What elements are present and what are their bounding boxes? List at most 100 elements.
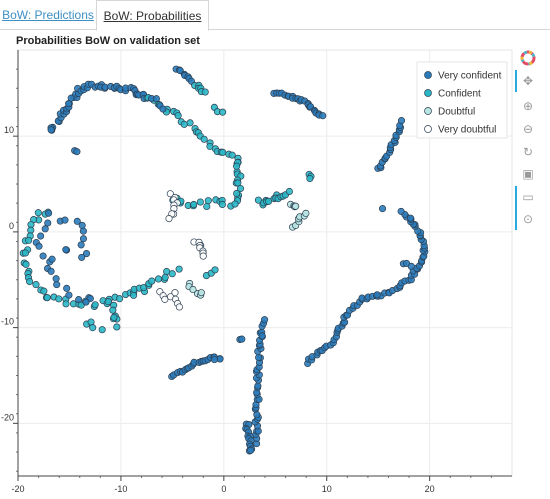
data-point [159, 105, 167, 113]
data-point [231, 200, 239, 208]
data-point [238, 335, 246, 343]
data-point [258, 332, 266, 340]
data-point [82, 250, 91, 258]
data-point [189, 285, 197, 294]
bokeh-logo-icon[interactable] [518, 48, 538, 68]
box-zoom-icon[interactable]: ⊖ [522, 122, 534, 136]
data-point [62, 246, 70, 254]
toolbar-active-indicator [515, 70, 517, 92]
data-point [196, 198, 204, 206]
wheel-zoom-icon[interactable]: ⊕ [522, 99, 534, 113]
x-tick-label: 20 [425, 484, 435, 494]
data-point [113, 323, 121, 331]
data-point [104, 298, 112, 306]
data-point [41, 225, 49, 233]
x-tick-label: 0 [221, 484, 226, 494]
data-point [180, 120, 188, 128]
data-point [319, 112, 327, 120]
data-point [91, 301, 99, 309]
data-point [292, 202, 300, 210]
data-point [32, 281, 40, 289]
hover-icon[interactable]: ▭ [522, 190, 534, 204]
data-point [154, 275, 163, 283]
data-point [116, 295, 124, 303]
data-point [236, 184, 245, 193]
data-point [234, 179, 242, 187]
data-point [373, 291, 381, 299]
data-point [175, 303, 183, 311]
data-point [98, 326, 106, 334]
data-point [65, 291, 73, 299]
data-point [63, 284, 71, 292]
data-point [75, 296, 83, 304]
legend-label: Confident [438, 89, 481, 100]
legend-label: Doubtful [438, 107, 475, 118]
data-point [161, 295, 169, 303]
y-tick-label: 0 [9, 221, 14, 231]
data-point [397, 207, 405, 215]
data-point [110, 313, 118, 321]
legend-marker [424, 125, 432, 133]
reset-icon[interactable]: ↻ [522, 145, 534, 159]
tab-bow-predictions[interactable]: BoW: Predictions [2, 8, 94, 22]
data-point [25, 236, 33, 244]
data-point [55, 295, 63, 303]
data-point [219, 148, 227, 156]
data-point [285, 187, 293, 196]
data-point [174, 112, 182, 120]
scatter-points [19, 65, 429, 455]
data-point [168, 270, 176, 278]
data-point [21, 249, 30, 257]
legend: Very confident Confident Doubtful Very doub… [416, 61, 508, 139]
pan-icon[interactable]: ✥ [522, 74, 534, 88]
data-point [34, 209, 42, 217]
data-point [109, 306, 117, 314]
legend-label: Very doubtful [438, 125, 496, 136]
data-point [73, 217, 81, 225]
data-point [247, 446, 255, 454]
data-point [152, 95, 160, 103]
data-point [302, 209, 310, 217]
data-point [175, 265, 183, 273]
legend-marker [424, 107, 432, 115]
data-point [306, 174, 314, 183]
data-point [190, 200, 198, 209]
data-point [52, 275, 60, 283]
x-tick-label: -20 [11, 484, 24, 494]
data-point [201, 88, 209, 96]
x-tick-label: -10 [114, 484, 127, 494]
data-point [77, 241, 85, 249]
data-point [40, 287, 48, 295]
y-tick-label: 10 [4, 125, 14, 135]
save-icon[interactable]: ▣ [522, 167, 534, 181]
data-point [219, 108, 227, 116]
legend-box [416, 61, 508, 139]
chart-title: Probabilities BoW on validation set [16, 35, 200, 47]
legend-label: Very confident [438, 71, 502, 82]
data-point [22, 260, 30, 268]
data-point [37, 232, 45, 240]
data-point [186, 119, 194, 127]
data-point [35, 242, 43, 250]
data-point [165, 215, 173, 223]
data-point [44, 219, 52, 227]
legend-marker [424, 89, 432, 97]
data-point [233, 162, 241, 170]
data-point [45, 209, 53, 217]
data-point [397, 117, 406, 125]
data-point [73, 148, 81, 156]
data-point [199, 252, 207, 260]
tab-bow-probabilities[interactable]: BoW: Probabilities [96, 0, 209, 31]
data-point [255, 353, 263, 362]
data-point [407, 262, 415, 270]
data-point [171, 289, 179, 297]
data-point [210, 356, 218, 364]
legend-marker [424, 71, 432, 79]
data-point [378, 205, 387, 213]
data-point [265, 197, 273, 205]
data-point [228, 151, 236, 159]
crosshair-icon[interactable]: ⊙ [522, 212, 534, 226]
data-point [261, 316, 269, 324]
data-point [79, 227, 87, 235]
